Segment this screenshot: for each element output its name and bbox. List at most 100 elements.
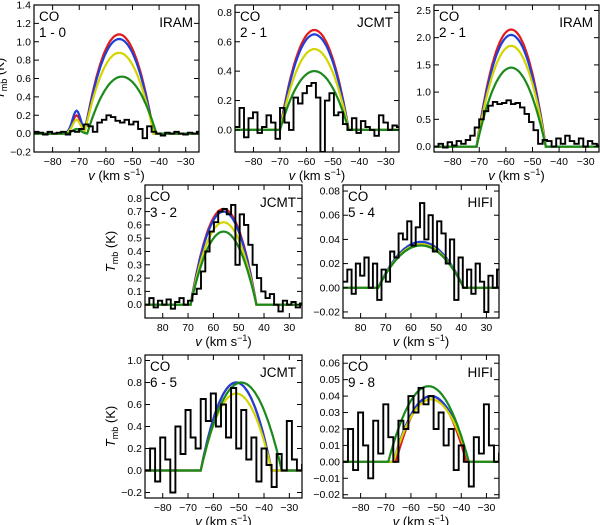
x-axis-label: v (km s−1) <box>393 333 450 349</box>
y-tick-label: 0.05 <box>320 374 341 386</box>
x-tick-label: −30 <box>577 156 595 168</box>
telescope-label: JCMT <box>260 365 296 380</box>
x-tick-label: 70 <box>182 322 194 334</box>
x-tick-label: −60 <box>497 156 515 168</box>
x-tick-label: −30 <box>377 156 395 168</box>
x-axis-label: v (km s−1) <box>393 513 450 525</box>
observed-spectrum <box>235 81 399 152</box>
x-tick-label: −80 <box>352 502 370 514</box>
y-tick-label: 0.4 <box>127 421 142 433</box>
y-tick-label: 0.04 <box>320 234 341 246</box>
y-tick-label: 1.0 <box>16 36 31 48</box>
plot-frame <box>342 354 500 499</box>
panel-2: −80 −70 −60 −50 −40 −30 0.0 0.2 0.4 0.6 0.8 CO2 - 1… <box>217 4 400 183</box>
x-tick-label: −40 <box>255 502 273 514</box>
y-axis-label: Tmb (K) <box>0 58 9 99</box>
x-tick-label: −50 <box>230 502 248 514</box>
y-tick-label: 0.0 <box>16 128 31 140</box>
x-axis-label: v (km s−1) <box>195 333 252 349</box>
x-tick-label: −70 <box>377 502 395 514</box>
molecule-label: CO <box>439 9 459 24</box>
x-tick-label: −40 <box>452 502 470 514</box>
model-curve-red <box>343 394 499 463</box>
transition-label: 3 - 2 <box>150 205 177 220</box>
x-tick-label: −30 <box>280 502 298 514</box>
transition-label: 6 - 5 <box>150 375 177 390</box>
y-tick-label: −0.2 <box>121 487 142 499</box>
y-tick-label: 0.02 <box>320 423 341 435</box>
y-tick-label: −0.02 <box>313 306 340 318</box>
y-tick-label: 0.02 <box>320 258 341 270</box>
y-tick-label: −0.01 <box>313 473 340 485</box>
x-tick-label: −60 <box>97 156 115 168</box>
y-tick-label: 0.5 <box>416 114 431 126</box>
plot-frame <box>342 184 500 319</box>
y-tick-label: 0.2 <box>16 110 31 122</box>
molecule-label: CO <box>150 189 170 204</box>
x-tick-label: −60 <box>298 156 316 168</box>
y-tick-label: −0.02 <box>313 489 340 501</box>
y-tick-label: 0.6 <box>217 36 232 48</box>
x-tick-label: 70 <box>380 322 392 334</box>
y-tick-label: 1.0 <box>416 87 431 99</box>
y-tick-label: 0.8 <box>16 55 31 67</box>
x-tick-label: −70 <box>271 156 289 168</box>
y-tick-label: 0.06 <box>320 358 341 370</box>
x-tick-label: −60 <box>204 502 222 514</box>
plot-frame <box>234 4 400 153</box>
y-tick-label: 0.01 <box>320 440 341 452</box>
transition-label: 2 - 1 <box>439 25 466 40</box>
model-curve-blue <box>343 394 499 463</box>
x-tick-label: −40 <box>550 156 568 168</box>
transition-label: 5 - 4 <box>348 205 376 220</box>
x-tick-label: −50 <box>427 502 445 514</box>
x-tick-label: −40 <box>150 156 168 168</box>
model-curve-red <box>34 33 199 135</box>
y-tick-label: 0.3 <box>127 259 142 271</box>
y-tick-label: 0.03 <box>320 407 341 419</box>
x-tick-label: −80 <box>245 156 263 168</box>
y-tick-label: 0.08 <box>320 186 341 198</box>
model-curve-green <box>343 385 499 463</box>
y-tick-label: 0.2 <box>127 443 142 455</box>
y-tick-label: 0.1 <box>127 286 142 298</box>
telescope-label: HIFI <box>468 365 494 380</box>
model-curve-red <box>235 28 399 131</box>
y-tick-label: −0.2 <box>10 147 31 159</box>
x-tick-label: −50 <box>124 156 142 168</box>
observed-spectrum <box>343 386 499 488</box>
panel-6: −80 −70 −60 −50 −40 −30 −0.2 0.0 0.2 0.4 0.6 0.8 1.0… <box>103 354 303 525</box>
x-axis-label: v (km s−1) <box>88 167 145 183</box>
y-tick-label: 0.2 <box>127 273 142 285</box>
x-tick-label: 30 <box>481 322 493 334</box>
observed-spectrum <box>145 203 302 313</box>
model-curve-green <box>235 69 399 131</box>
x-axis-label: v (km s−1) <box>289 167 346 183</box>
x-tick-label: −80 <box>44 156 62 168</box>
transition-label: 9 - 8 <box>348 375 375 390</box>
x-tick-label: −70 <box>179 502 197 514</box>
observed-spectrum <box>145 387 302 494</box>
y-tick-label: 0.6 <box>127 219 142 231</box>
y-tick-label: 0.8 <box>127 377 142 389</box>
model-curve-yellow <box>235 47 399 131</box>
x-tick-label: −50 <box>524 156 542 168</box>
y-tick-label: 0.8 <box>127 193 142 205</box>
telescope-label: JCMT <box>357 15 393 30</box>
panel-4: 80 70 60 50 40 30 0.00.10.2 0.30.40.5 0.60.70.8 C… <box>103 184 303 349</box>
observed-spectrum <box>34 114 199 140</box>
y-tick-label: 1.4 <box>16 0 31 12</box>
model-curve-blue <box>434 33 599 148</box>
molecule-label: CO <box>150 359 170 374</box>
x-tick-label: −60 <box>402 502 420 514</box>
x-tick-label: 60 <box>405 322 417 334</box>
y-tick-label: 2.5 <box>416 5 431 17</box>
y-tick-label: 2.0 <box>416 32 431 44</box>
transition-label: 1 - 0 <box>39 25 66 40</box>
y-tick-label: 0.4 <box>16 91 31 103</box>
observed-spectrum <box>343 202 499 313</box>
x-tick-label: −80 <box>444 156 462 168</box>
x-tick-label: 40 <box>258 322 270 334</box>
plot-frame <box>433 4 600 153</box>
